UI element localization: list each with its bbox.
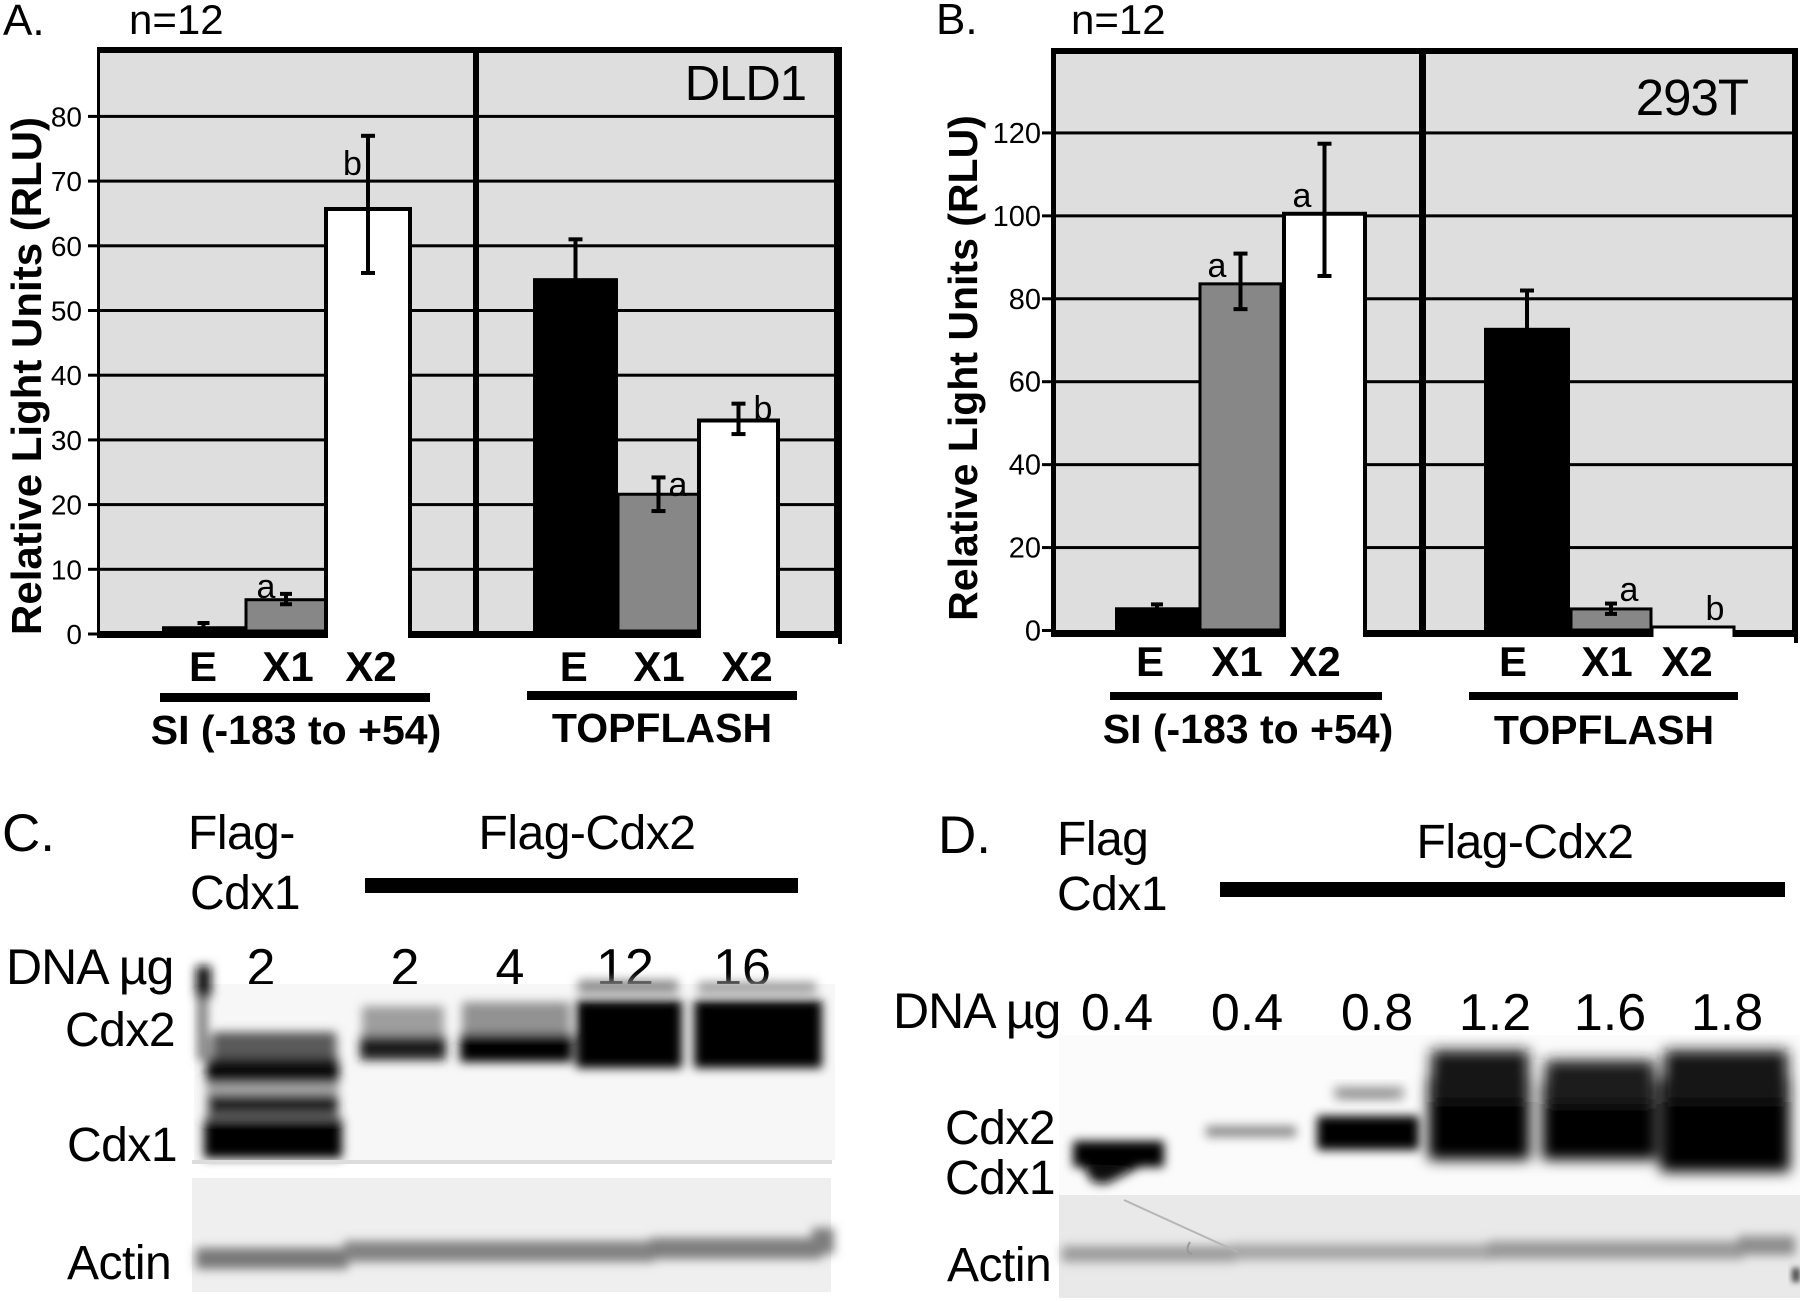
svg-text:TOPFLASH: TOPFLASH [1494, 707, 1714, 753]
svg-text:D.: D. [938, 806, 991, 865]
svg-text:Cdx2: Cdx2 [945, 1102, 1055, 1155]
svg-text:10: 10 [51, 554, 82, 585]
svg-text:X2: X2 [721, 643, 772, 690]
svg-text:Relative Light Units (RLU): Relative Light Units (RLU) [3, 117, 50, 635]
svg-text:0.4: 0.4 [1211, 984, 1283, 1042]
svg-text:0: 0 [1025, 616, 1041, 648]
svg-text:50: 50 [51, 296, 82, 327]
svg-text:E: E [560, 643, 588, 690]
svg-text:a: a [1208, 247, 1227, 285]
svg-text:0: 0 [66, 619, 82, 650]
svg-text:X1: X1 [262, 643, 313, 690]
svg-text:X1: X1 [633, 643, 684, 690]
svg-text:293T: 293T [1636, 69, 1748, 126]
svg-text:b: b [1706, 590, 1725, 628]
svg-text:60: 60 [51, 231, 82, 262]
svg-text:Cdx1: Cdx1 [945, 1152, 1055, 1205]
svg-text:Actin: Actin [67, 1237, 171, 1290]
svg-text:1.6: 1.6 [1574, 984, 1646, 1042]
svg-text:Cdx2: Cdx2 [65, 1004, 175, 1057]
svg-text:70: 70 [51, 166, 82, 197]
svg-text:0.8: 0.8 [1341, 984, 1413, 1042]
svg-text:n=12: n=12 [129, 0, 224, 43]
svg-text:Flag-Cdx2: Flag-Cdx2 [479, 807, 696, 860]
svg-text:Flag-Cdx2: Flag-Cdx2 [1417, 816, 1634, 869]
svg-text:1.8: 1.8 [1691, 984, 1763, 1042]
svg-text:X1: X1 [1211, 638, 1262, 685]
svg-text:30: 30 [51, 425, 82, 456]
svg-text:Cdx1: Cdx1 [67, 1119, 177, 1172]
svg-text:B.: B. [936, 0, 978, 44]
svg-text:a: a [257, 568, 276, 606]
svg-text:TOPFLASH: TOPFLASH [552, 705, 772, 751]
svg-text:40: 40 [51, 360, 82, 391]
svg-text:1.2: 1.2 [1459, 984, 1531, 1042]
svg-text:Relative Light Units (RLU): Relative Light Units (RLU) [940, 115, 986, 621]
svg-text:X2: X2 [345, 643, 396, 690]
svg-text:60: 60 [1009, 367, 1041, 399]
svg-text:X1: X1 [1581, 638, 1632, 685]
svg-text:20: 20 [1009, 533, 1041, 565]
svg-text:100: 100 [993, 201, 1041, 233]
svg-text:40: 40 [1009, 450, 1041, 482]
svg-text:X2: X2 [1289, 638, 1340, 685]
svg-text:b: b [343, 145, 362, 183]
svg-text:a: a [669, 466, 688, 504]
svg-text:Flag: Flag [1057, 813, 1148, 866]
svg-text:DNA µg: DNA µg [6, 939, 173, 995]
svg-text:SI (-183 to +54): SI (-183 to +54) [151, 707, 442, 753]
svg-text:n=12: n=12 [1071, 0, 1166, 43]
svg-text:Actin: Actin [947, 1239, 1051, 1292]
svg-text:A.: A. [3, 0, 45, 45]
svg-text:C.: C. [2, 804, 55, 863]
svg-text:0.4: 0.4 [1081, 984, 1153, 1042]
svg-text:a: a [1293, 177, 1312, 215]
svg-text:E: E [1136, 638, 1164, 685]
svg-text:E: E [189, 643, 217, 690]
svg-text:E: E [1499, 638, 1527, 685]
svg-text:80: 80 [51, 101, 82, 132]
svg-text:DNA µg: DNA µg [893, 983, 1060, 1039]
svg-text:b: b [754, 390, 773, 428]
svg-text:SI (-183 to +54): SI (-183 to +54) [1103, 706, 1394, 752]
svg-text:X2: X2 [1661, 638, 1712, 685]
svg-text:Cdx1: Cdx1 [190, 867, 300, 920]
svg-text:20: 20 [51, 490, 82, 521]
svg-text:DLD1: DLD1 [685, 57, 806, 111]
svg-text:Flag-: Flag- [188, 807, 295, 860]
svg-text:80: 80 [1009, 284, 1041, 316]
svg-text:Cdx1: Cdx1 [1057, 868, 1167, 921]
svg-text:120: 120 [993, 118, 1041, 150]
svg-text:a: a [1620, 571, 1639, 609]
